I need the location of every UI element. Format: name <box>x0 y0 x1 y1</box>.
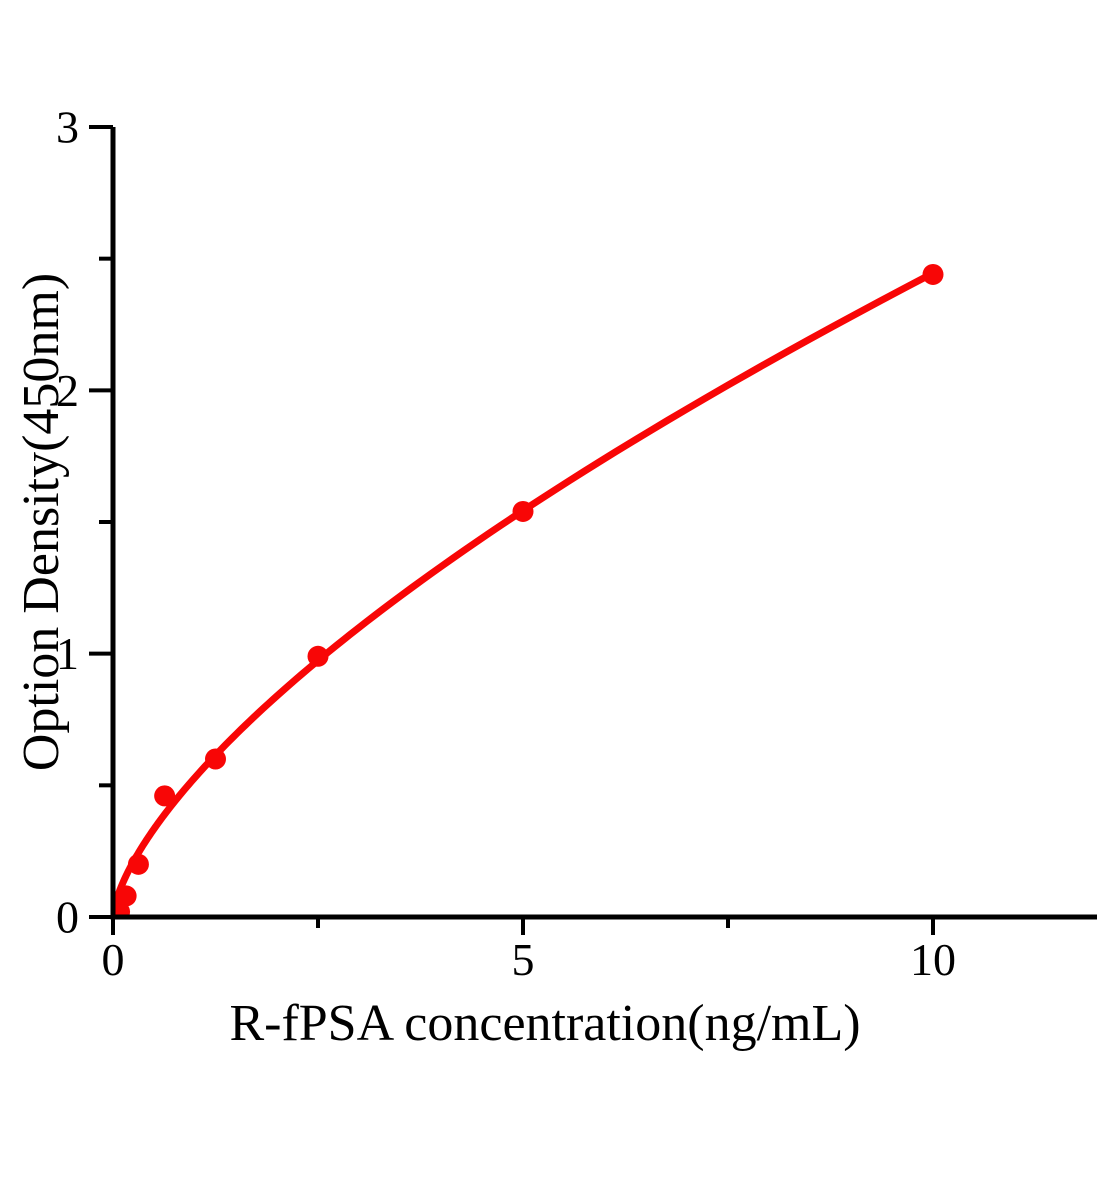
data-point <box>115 885 137 907</box>
data-point <box>154 785 176 807</box>
data-point <box>205 748 226 770</box>
x-axis-title: R-fPSA concentration(ng/mL) <box>229 995 860 1052</box>
data-point <box>127 853 149 875</box>
x-tick-label: 5 <box>512 934 535 985</box>
data-point <box>307 645 329 667</box>
y-tick-label: 2 <box>56 365 79 416</box>
x-tick-label: 10 <box>910 934 956 985</box>
data-point <box>512 500 534 522</box>
axes-layer: 0 5 10 0 1 2 3 <box>56 102 1097 985</box>
x-tick-label: 0 <box>102 934 125 985</box>
data-point <box>922 263 944 285</box>
y-tick-label: 3 <box>56 102 79 153</box>
fit-curve <box>113 269 937 917</box>
y-tick-label: 0 <box>56 892 79 943</box>
y-tick-label: 1 <box>56 628 79 679</box>
series-layer <box>113 263 944 917</box>
y-axis-title: Option Density(450nm) <box>13 273 70 771</box>
